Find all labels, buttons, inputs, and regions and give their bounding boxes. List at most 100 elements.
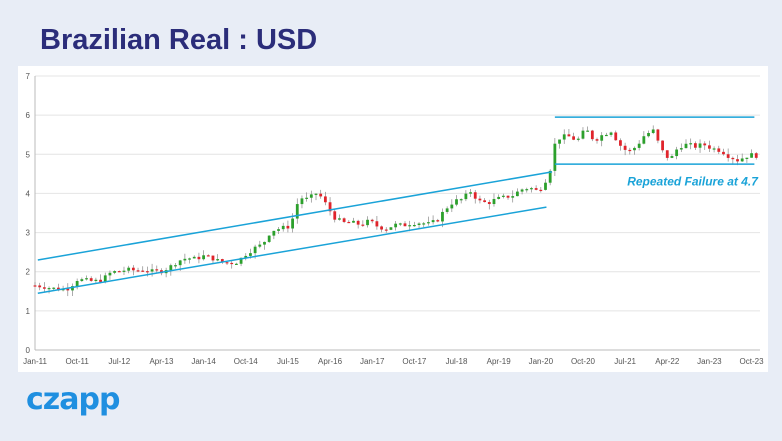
candle-down xyxy=(42,287,46,289)
candle-up xyxy=(258,244,262,247)
candle-down xyxy=(131,267,135,271)
candle-up xyxy=(408,225,412,227)
candle-up xyxy=(740,158,744,162)
candle-down xyxy=(380,226,383,230)
candle-down xyxy=(483,200,487,203)
candle-up xyxy=(122,270,126,272)
candle-up xyxy=(85,278,88,280)
candle-up xyxy=(150,269,154,272)
candle-down xyxy=(539,189,543,192)
x-tick-label: Apr-13 xyxy=(149,357,174,366)
candle-down xyxy=(708,145,711,149)
candle-down xyxy=(66,288,70,291)
candle-up xyxy=(637,143,641,148)
candle-down xyxy=(478,198,482,201)
candle-up xyxy=(501,195,505,197)
candle-up xyxy=(469,192,472,194)
candle-down xyxy=(206,255,210,257)
candle-down xyxy=(722,151,725,155)
candle-up xyxy=(80,279,84,282)
candle-up xyxy=(267,235,271,242)
candle-down xyxy=(473,192,477,199)
candle-down xyxy=(661,140,664,151)
y-tick-label: 5 xyxy=(26,150,31,159)
candle-up xyxy=(520,189,524,192)
candle-up xyxy=(576,138,580,140)
candle-up xyxy=(431,220,435,223)
candle-up xyxy=(188,258,191,260)
candle-down xyxy=(665,150,669,158)
candle-down xyxy=(155,269,159,271)
x-tick-label: Jul-18 xyxy=(446,357,468,366)
candle-up xyxy=(422,223,426,225)
candle-down xyxy=(534,188,538,190)
x-tick-label: Oct-23 xyxy=(740,357,765,366)
candle-up xyxy=(515,191,519,197)
candle-down xyxy=(703,143,707,146)
candlestick-chart: 0 1 2 3 4 5 6 7 Jan-11 Oct-11 Jul-12 Apr-13 Jan-14 Oc… xyxy=(23,72,765,366)
candle-up xyxy=(558,139,561,144)
candle-up xyxy=(459,199,463,201)
candle-up xyxy=(712,148,716,150)
candle-up xyxy=(600,135,604,141)
candle-down xyxy=(136,270,140,272)
x-tick-label: Jan-11 xyxy=(23,357,47,366)
candle-down xyxy=(33,285,37,287)
candle-up xyxy=(642,136,646,144)
x-tick-label: Jul-15 xyxy=(277,357,299,366)
candle-down xyxy=(146,271,149,273)
x-tick-label: Oct-17 xyxy=(402,357,427,366)
candle-up xyxy=(253,246,257,254)
x-tick-label: Jan-20 xyxy=(529,357,554,366)
candle-down xyxy=(220,259,224,263)
candle-down xyxy=(614,132,618,141)
candle-down xyxy=(567,134,571,137)
candle-up xyxy=(412,224,416,227)
candle-down xyxy=(89,278,93,281)
candle-up xyxy=(277,229,280,231)
candle-up xyxy=(178,260,182,266)
candle-up xyxy=(530,188,533,190)
candle-up xyxy=(647,132,650,137)
y-tick-label: 2 xyxy=(26,268,31,277)
candle-up xyxy=(202,255,206,260)
candle-up xyxy=(389,227,393,230)
candle-up xyxy=(234,263,238,265)
candle-up xyxy=(47,288,51,290)
candle-up xyxy=(604,134,608,137)
candle-down xyxy=(333,211,337,220)
candle-down xyxy=(342,218,346,222)
candle-up xyxy=(75,281,79,287)
candle-up xyxy=(553,143,557,171)
candle-up xyxy=(398,223,402,225)
candle-up xyxy=(305,197,309,199)
x-tick-label: Jul-21 xyxy=(614,357,636,366)
candle-up xyxy=(445,208,449,212)
candle-down xyxy=(375,221,379,227)
candle-up xyxy=(113,271,117,273)
candle-up xyxy=(675,149,679,157)
candle-up xyxy=(670,156,674,158)
candle-up xyxy=(427,222,430,224)
candle-down xyxy=(361,224,365,226)
candle-up xyxy=(750,153,753,158)
candle-up xyxy=(94,279,98,281)
candle-up xyxy=(352,220,355,223)
candle-up xyxy=(455,199,458,205)
chart-panel: 0 1 2 3 4 5 6 7 Jan-11 Oct-11 Jul-12 Apr-13 Jan-14 Oc… xyxy=(18,66,768,372)
candle-up xyxy=(497,196,501,199)
candle-up xyxy=(366,219,369,226)
candle-up xyxy=(239,257,243,264)
candle-down xyxy=(230,262,234,265)
candle-up xyxy=(71,286,74,291)
candle-up xyxy=(192,256,196,259)
candle-down xyxy=(693,143,697,148)
candle-up xyxy=(103,275,107,282)
candle-down xyxy=(623,145,627,150)
candle-down xyxy=(595,139,599,141)
candle-down xyxy=(731,157,735,160)
candle-up xyxy=(291,218,294,229)
candle-down xyxy=(572,136,575,140)
candle-down xyxy=(319,193,323,197)
candle-down xyxy=(38,285,42,288)
